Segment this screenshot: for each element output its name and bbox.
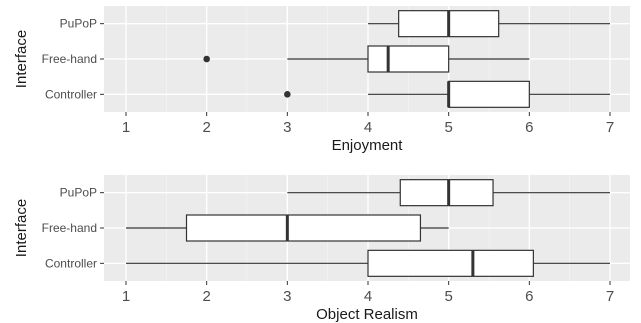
x-tick-label: 3 (283, 119, 291, 136)
box-iqr (367, 45, 450, 73)
x-tick-label: 6 (525, 119, 533, 136)
outlier-point (284, 91, 291, 98)
y-tick-label: Free-hand (42, 221, 97, 235)
box-iqr (367, 249, 534, 277)
x-axis-title: Object Realism (316, 306, 418, 323)
x-tick-label: 1 (122, 119, 130, 136)
box-controller (126, 249, 610, 277)
x-tick-label: 5 (444, 119, 452, 136)
box-free-hand (203, 45, 530, 73)
x-tick-label: 3 (283, 288, 291, 305)
box-iqr (399, 179, 494, 207)
x-tick-label: 7 (606, 119, 614, 136)
x-tick-label: 4 (364, 119, 372, 136)
x-tick-label: 5 (444, 288, 452, 305)
y-tick-label: Free-hand (42, 52, 97, 66)
box-pupop (368, 10, 610, 38)
y-tick-label: PuPoP (60, 17, 97, 31)
y-axis-title: Interface (13, 30, 30, 88)
y-tick-label: Controller (45, 256, 97, 270)
x-axis-title: Enjoyment (332, 137, 404, 154)
box-pupop (287, 179, 610, 207)
box-free-hand (126, 214, 449, 242)
chart-panel-1: PuPoP Free-hand Controller 1 2 3 4 5 6 7 Enjoyment… (13, 6, 630, 154)
x-tick-label: 4 (364, 288, 372, 305)
x-tick-label: 6 (525, 288, 533, 305)
y-tick-label: PuPoP (60, 186, 97, 200)
box-iqr (185, 214, 422, 242)
y-axis-title: Interface (13, 199, 30, 257)
x-tick-label: 2 (202, 119, 210, 136)
x-tick-label: 7 (606, 288, 614, 305)
chart-panel-2: PuPoP Free-hand Controller 1 2 3 4 5 6 7 Object Re… (13, 175, 630, 323)
box-controller (284, 80, 610, 108)
box-iqr (448, 80, 530, 108)
x-tick-label: 1 (122, 288, 130, 305)
x-tick-label: 2 (202, 288, 210, 305)
y-tick-label: Controller (45, 87, 97, 101)
outlier-point (203, 55, 210, 63)
